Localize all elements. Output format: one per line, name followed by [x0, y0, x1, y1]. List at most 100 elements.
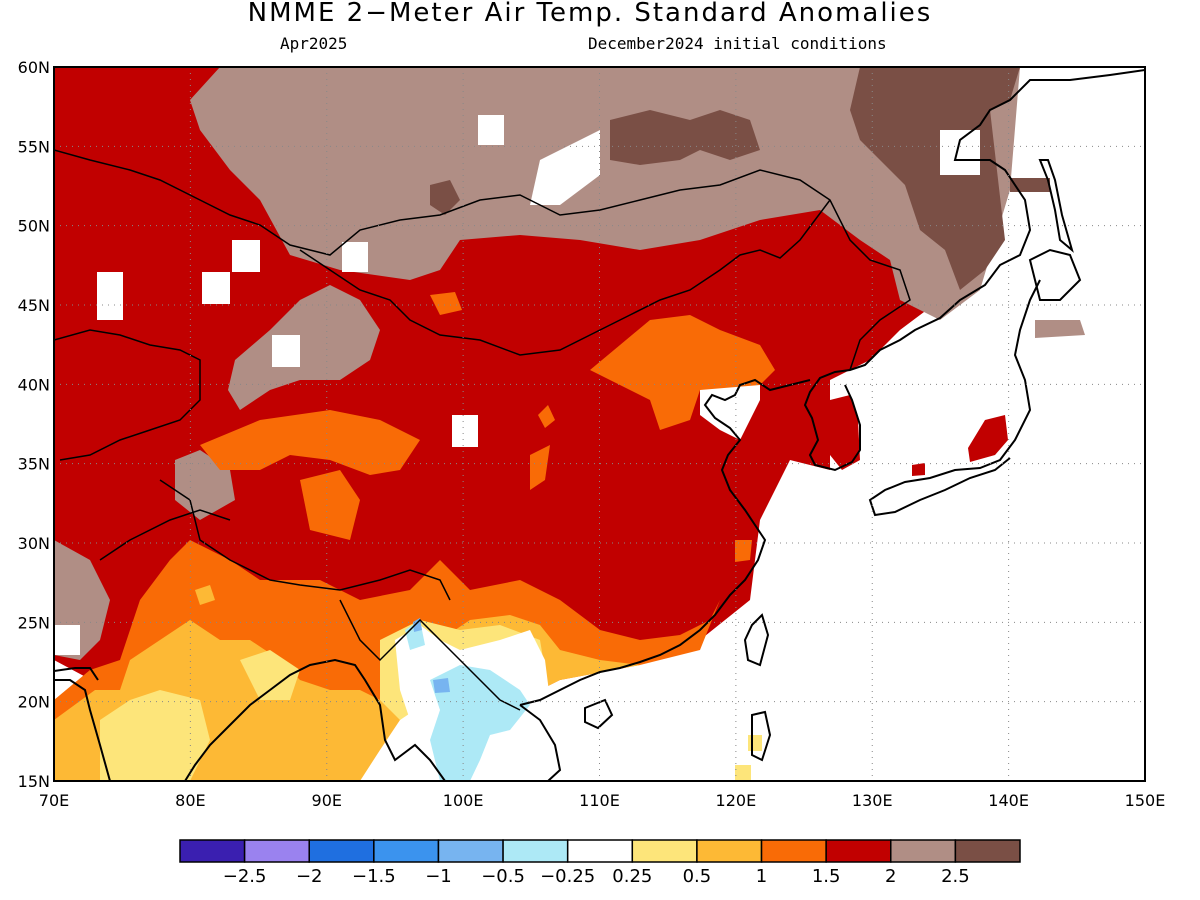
colorbar-swatch	[631, 839, 698, 863]
colorbar-swatch	[437, 839, 504, 863]
coastline-east-asia	[803, 69, 1145, 472]
anomaly-region-neutral	[272, 335, 300, 367]
anomaly-region-2	[968, 415, 1008, 462]
anomaly-region-neutral	[452, 415, 478, 447]
chart-title: NMME 2−Meter Air Temp. Standard Anomalie…	[247, 0, 933, 28]
anomaly-region-neutral	[342, 242, 368, 272]
anomaly-region-1-5	[530, 445, 550, 490]
coastline-indochina	[519, 704, 562, 781]
anomaly-region-2	[820, 395, 860, 470]
colorbar-label: −2.5	[223, 866, 267, 887]
colorbar-swatch	[954, 839, 1021, 863]
lon-tick-label: 140E	[988, 791, 1029, 810]
coastline-bay-of-bengal	[184, 658, 446, 781]
colorbar	[179, 839, 1021, 863]
anomaly-region-neutral	[232, 240, 260, 272]
lon-tick-label: 90E	[312, 791, 342, 810]
lon-tick-label: 150E	[1125, 791, 1166, 810]
anomaly-region-gt-2-5	[610, 110, 760, 165]
border-kazakhstan	[54, 329, 201, 461]
anomaly-region-1-5	[200, 410, 420, 475]
anomaly-region-0-5	[735, 765, 751, 781]
lat-tick-label: 35N	[18, 455, 50, 474]
anomaly-region-neutral	[940, 130, 980, 175]
colorbar-swatch	[308, 839, 375, 863]
anomaly-region-2-5	[1035, 320, 1085, 338]
border-himalaya	[159, 479, 451, 601]
anomaly-region-1-5	[538, 405, 555, 428]
lat-tick-label: 50N	[18, 217, 50, 236]
colorbar-swatch	[502, 839, 569, 863]
anomaly-region-minus-0-5	[413, 618, 422, 632]
lat-tick-label: 60N	[18, 58, 50, 77]
anomaly-region-minus-0-5	[433, 678, 450, 693]
colorbar-label: 1	[756, 866, 767, 887]
anomaly-region-0-5	[748, 735, 762, 751]
lat-tick-label: 20N	[18, 693, 50, 712]
colorbar-swatch	[243, 839, 310, 863]
coastline-sakhalin	[1038, 159, 1074, 253]
lat-tick-label: 40N	[18, 375, 50, 394]
lat-tick-label: 45N	[18, 296, 50, 315]
anomaly-region-gt-2-5	[850, 67, 1020, 290]
lat-tick-label: 15N	[18, 772, 50, 791]
country-borders	[54, 149, 911, 711]
anomaly-region-neutral	[478, 115, 504, 145]
initial-conditions-label: December2024 initial conditions	[588, 34, 887, 53]
border-mongolia-china	[299, 199, 831, 356]
coastline-taiwan	[743, 613, 770, 667]
coastline-philippines	[751, 710, 772, 762]
anomaly-region-2-5	[190, 67, 1020, 320]
coastline-india-west	[54, 679, 111, 781]
anomaly-region-2-5	[228, 285, 380, 410]
border-myanmar-laos	[339, 599, 521, 711]
border-russia-china-mongolia	[54, 149, 911, 371]
anomaly-region-2	[912, 463, 925, 476]
lon-tick-label: 110E	[579, 791, 620, 810]
lon-tick-labels: 70E 80E 90E 100E 110E 120E 130E 140E 150E	[39, 791, 1166, 810]
valid-month-label: Apr2025	[280, 34, 348, 53]
anomaly-region-0-5	[100, 690, 210, 781]
anomaly-region-1-5	[735, 540, 752, 562]
coastline-japan	[868, 279, 1041, 517]
colorbar-label: 1.5	[812, 866, 841, 887]
coastline-china-east	[519, 378, 811, 706]
lon-tick-label: 120E	[716, 791, 757, 810]
lon-tick-label: 130E	[852, 791, 893, 810]
anomaly-region-1	[195, 585, 215, 605]
lat-tick-labels: 15N 20N 25N 30N 35N 40N 45N 50N 55N 60N	[18, 58, 50, 791]
coastline-hainan	[584, 698, 614, 730]
anomaly-region-0-5	[240, 650, 300, 700]
lat-tick-label: 25N	[18, 613, 50, 632]
colorbar-label: −1.5	[352, 866, 396, 887]
colorbar-label: 2.5	[941, 866, 970, 887]
lat-tick-label: 30N	[18, 534, 50, 553]
border-south-asia	[99, 509, 231, 561]
anomaly-region-gt-2-5	[1010, 178, 1050, 192]
anomaly-region-neutral	[54, 625, 80, 655]
colorbar-swatch	[373, 839, 440, 863]
anomaly-region-1-5	[300, 470, 360, 540]
colorbar-label: 2	[885, 866, 896, 887]
coastline-hokkaido	[1028, 248, 1082, 301]
lon-tick-label: 80E	[175, 791, 205, 810]
anomaly-region-1-5	[590, 315, 775, 430]
colorbar-labels: −2.5 −2 −1.5 −1 −0.5 −0.25 0.25 0.5 1 1.5 2 2.5	[223, 866, 970, 887]
colorbar-label: 0.25	[612, 866, 652, 887]
lat-tick-label: 55N	[18, 137, 50, 156]
colorbar-swatch	[825, 839, 892, 863]
lon-tick-label: 70E	[39, 791, 69, 810]
lon-tick-label: 100E	[443, 791, 484, 810]
coastline-sri-lanka	[54, 667, 99, 681]
colorbar-swatch	[696, 839, 763, 863]
colorbar-swatch	[566, 839, 634, 863]
colorbar-swatch	[179, 839, 246, 863]
map-frame	[53, 66, 1146, 782]
colorbar-label: −1	[425, 866, 452, 887]
coastlines	[54, 69, 1145, 781]
colorbar-label: −0.25	[540, 866, 595, 887]
gridlines	[54, 67, 1145, 781]
colorbar-label: −2	[296, 866, 323, 887]
colorbar-label: −0.5	[481, 866, 525, 887]
